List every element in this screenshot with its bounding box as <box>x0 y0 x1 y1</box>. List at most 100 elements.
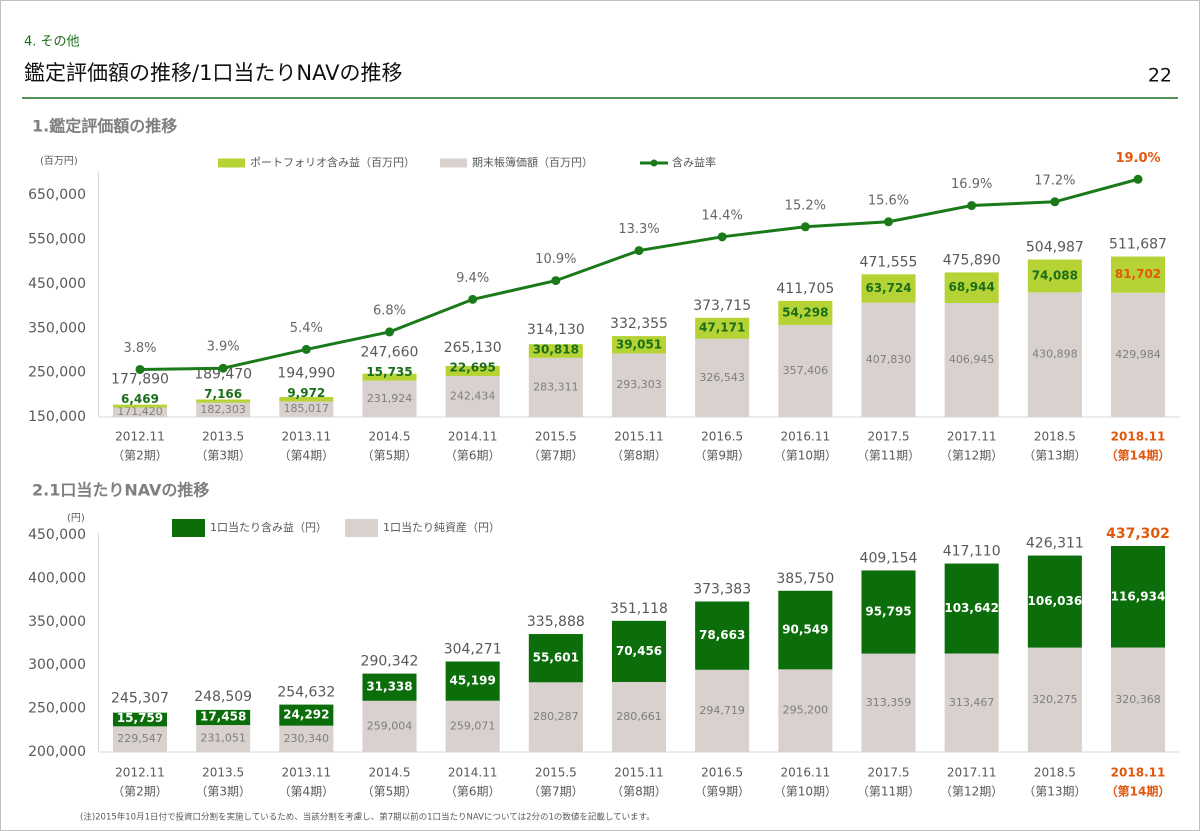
bar-segment <box>1110 292 1166 417</box>
bar-segment <box>944 303 999 417</box>
x-tick-sublabel: （第9期） <box>694 785 750 799</box>
x-tick-label: 2017.5 <box>868 766 910 780</box>
y-tick-label: 300,000 <box>28 657 86 673</box>
bar-value-label: 357,406 <box>783 364 829 377</box>
bar-value-label: 259,004 <box>367 719 413 732</box>
bar-segment <box>196 725 251 752</box>
bar-segment <box>695 601 750 670</box>
x-tick-sublabel: （第11期） <box>857 449 920 463</box>
bar-value-label: 74,088 <box>1032 268 1078 282</box>
total-label: 373,715 <box>693 298 751 314</box>
y-tick-label: 450,000 <box>28 527 86 543</box>
bar-value-label: 78,663 <box>699 628 745 642</box>
bar-value-label: 7,166 <box>204 387 242 401</box>
bar-value-label: 231,924 <box>367 392 413 405</box>
total-label: 411,705 <box>776 281 834 297</box>
legend-label: 期末帳簿価額（百万円） <box>472 155 593 169</box>
bar-value-label: 45,199 <box>450 674 496 688</box>
total-label: 248,509 <box>194 689 252 705</box>
total-label: 504,987 <box>1026 240 1084 256</box>
bar-segment <box>112 407 168 417</box>
x-tick-sublabel: （第9期） <box>694 449 750 463</box>
total-label: 245,307 <box>111 690 169 706</box>
bar-value-label: 54,298 <box>782 305 828 319</box>
bar-value-label: 90,549 <box>782 623 828 637</box>
bar-segment <box>611 681 667 752</box>
y-tick-label: 450,000 <box>28 276 86 292</box>
total-label: 471,555 <box>860 254 918 270</box>
x-tick-label: 2018.11 <box>1111 766 1166 780</box>
y-tick-label: 250,000 <box>28 365 86 381</box>
x-tick-label: 2014.11 <box>448 430 498 444</box>
chart-title: 2.1口当たりNAVの推移 <box>32 481 209 500</box>
total-label: 332,355 <box>610 316 668 332</box>
y-tick-label: 650,000 <box>28 187 86 203</box>
bar-segment <box>112 726 168 752</box>
bar-segment <box>944 563 999 654</box>
bar-value-label: 430,898 <box>1032 348 1078 361</box>
bar-segment <box>695 338 750 417</box>
bar-segment <box>778 669 833 752</box>
bar-value-label: 31,338 <box>366 680 412 694</box>
bar-segment <box>528 344 583 358</box>
x-tick-label: 2015.5 <box>535 766 577 780</box>
x-tick-label: 2013.5 <box>202 430 244 444</box>
bar-segment <box>362 673 417 701</box>
y-tick-label: 350,000 <box>28 320 86 336</box>
bar-value-label: 280,287 <box>533 710 579 723</box>
bar-value-label: 22,695 <box>450 360 496 374</box>
x-tick-sublabel: （第12期） <box>940 449 1003 463</box>
bar-value-label: 229,547 <box>117 732 163 745</box>
x-tick-label: 2018.5 <box>1034 766 1076 780</box>
rate-label: 17.2% <box>1034 173 1075 188</box>
bar-segment <box>778 590 833 670</box>
total-label: 475,890 <box>943 252 1001 268</box>
bar-value-label: 313,467 <box>949 696 995 709</box>
x-tick-sublabel: （第14期） <box>1106 448 1171 463</box>
rate-point <box>551 276 561 286</box>
x-tick-sublabel: （第4期） <box>279 449 335 463</box>
total-label: 373,383 <box>693 582 751 598</box>
legend-swatch <box>345 519 378 537</box>
rate-point <box>717 232 727 242</box>
x-tick-sublabel: （第13期） <box>1023 785 1086 799</box>
legend-swatch <box>440 158 467 168</box>
legend-label: ポートフォリオ含み益（百万円） <box>250 155 415 169</box>
bar-segment <box>861 274 916 303</box>
bar-value-label: 294,719 <box>699 704 745 717</box>
bar-value-label: 230,340 <box>284 732 330 745</box>
x-tick-label: 2017.11 <box>947 430 997 444</box>
x-tick-sublabel: （第6期） <box>445 785 501 799</box>
x-tick-label: 2015.5 <box>535 430 577 444</box>
total-label: 194,990 <box>277 365 335 381</box>
bar-value-label: 24,292 <box>283 708 329 722</box>
bar-segment <box>611 353 667 417</box>
bar-value-label: 55,601 <box>533 651 579 665</box>
total-label: 254,632 <box>277 685 335 701</box>
y-tick-label: 150,000 <box>28 409 86 425</box>
bar-value-label: 185,017 <box>284 402 330 415</box>
legend-swatch <box>172 519 205 537</box>
bar-segment <box>1110 546 1166 648</box>
bar-segment <box>611 620 667 682</box>
rate-label: 9.4% <box>456 271 489 286</box>
bar-value-label: 259,071 <box>450 719 496 732</box>
bar-segment <box>362 700 417 752</box>
rate-label: 14.4% <box>702 208 743 223</box>
bar-segment <box>362 380 417 417</box>
bar-value-label: 182,303 <box>200 403 246 416</box>
rate-point <box>301 344 311 354</box>
bar-segment <box>695 317 750 339</box>
rate-point <box>468 294 478 304</box>
x-tick-label: 2013.5 <box>202 766 244 780</box>
bar-segment <box>445 661 500 701</box>
legend-label: 1口当たり純資産（円） <box>383 520 500 534</box>
rate-label: 15.2% <box>785 198 826 213</box>
bar-value-label: 9,972 <box>287 386 325 400</box>
x-tick-label: 2012.11 <box>115 766 165 780</box>
bar-segment <box>112 404 168 408</box>
rate-point <box>967 201 977 211</box>
x-tick-sublabel: （第3期） <box>195 449 251 463</box>
